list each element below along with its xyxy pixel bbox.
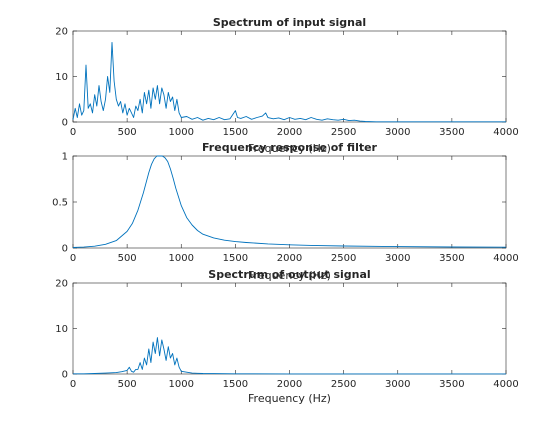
- plot-2-series-line: [72, 155, 507, 248]
- plot-1-x-tick-label: 3000: [385, 127, 410, 138]
- plot-3-x-tick-label: 2500: [331, 379, 356, 390]
- plot-3-x-axis-label-overlap: Frequency (Hz): [248, 269, 331, 282]
- plot-3-x-tick-label: 4000: [493, 379, 518, 390]
- plot-3-y-tick-label: 20: [55, 279, 68, 290]
- plot-2-x-tick-label: 2500: [331, 253, 356, 264]
- plot-1-y-tick-label: 0: [62, 118, 68, 129]
- plot-2-x-tick-label: 1000: [169, 253, 194, 264]
- plot-3-x-axis-label: Frequency (Hz): [248, 392, 331, 405]
- plot-1-x-tick-label: 2500: [331, 127, 356, 138]
- plot-1-x-tick-label: 3500: [439, 127, 464, 138]
- plot-3-x-tick-label: 1500: [223, 379, 248, 390]
- plot-3-y-tick-label: 10: [55, 324, 68, 335]
- plot-2-y-tick-label: 0: [62, 244, 68, 255]
- plot-3-series-line: [73, 337, 506, 375]
- plot-3-title: Spectrum of output signal: [208, 268, 370, 281]
- plot-3-axes-box: [72, 282, 507, 375]
- plot-1-x-tick-label: 0: [70, 127, 76, 138]
- plot-3-x-tick-label: 3000: [385, 379, 410, 390]
- plot-2-x-axis-label-overlap: Frequency (Hz): [248, 142, 331, 155]
- plot-3-x-tick-label: 3500: [439, 379, 464, 390]
- plot-1-y-tick-label: 10: [55, 72, 68, 83]
- plot-1-y-tick-label: 20: [55, 27, 68, 38]
- plot-1-x-tick-label: 2000: [277, 127, 302, 138]
- plot-1-x-tick-label: 4000: [493, 127, 518, 138]
- plot-1-title: Spectrum of input signal: [213, 16, 366, 29]
- plot-1-x-tick-label: 500: [118, 127, 137, 138]
- plot-3-x-tick-label: 1000: [169, 379, 194, 390]
- plot-1-x-tick-label: 1000: [169, 127, 194, 138]
- plot-1-axes-box: [72, 30, 507, 123]
- plot-2-y-tick-label: 0.5: [52, 198, 68, 209]
- plot-2-x-tick-label: 3000: [385, 253, 410, 264]
- plot-3-x-tick-label: 2000: [277, 379, 302, 390]
- plot-2-x-tick-label: 2000: [277, 253, 302, 264]
- plot-2-x-tick-label: 3500: [439, 253, 464, 264]
- plot-2-x-tick-label: 0: [70, 253, 76, 264]
- plot-2-title: Frequency response of filter: [202, 141, 378, 154]
- plot-3-y-tick-label: 0: [62, 370, 68, 381]
- plot-2-axes-box: [72, 155, 507, 249]
- plot-2-x-tick-label: 500: [118, 253, 137, 264]
- plot-2-x-tick-label: 1500: [223, 253, 248, 264]
- plot-1-x-tick-label: 1500: [223, 127, 248, 138]
- plot-2-y-tick-label: 1: [62, 152, 68, 163]
- plot-2-x-tick-label: 4000: [493, 253, 518, 264]
- plot-3-x-tick-label: 0: [70, 379, 76, 390]
- plot-3-x-tick-label: 500: [118, 379, 137, 390]
- plot-1-series-line: [72, 41, 506, 123]
